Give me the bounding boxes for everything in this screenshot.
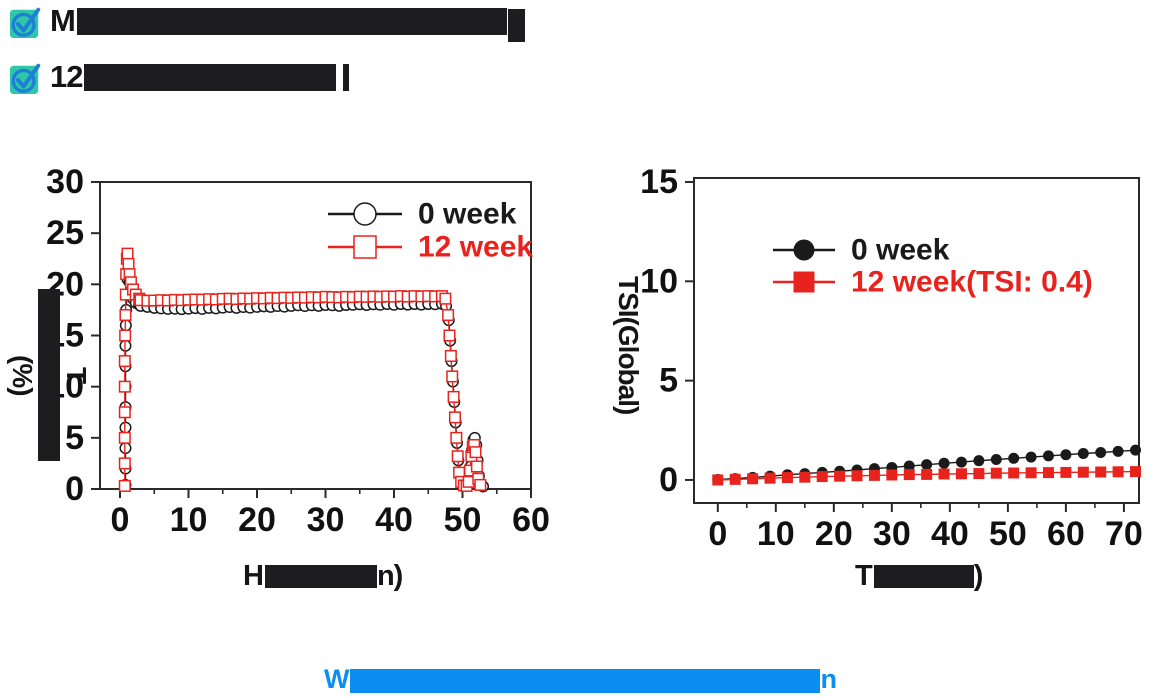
right-x-label-suffix: ) <box>973 560 984 592</box>
redacted-text-tail <box>343 64 350 91</box>
x-tick-label: 20 <box>238 501 276 539</box>
x-tick-label: 40 <box>931 515 969 553</box>
x-tick-label: 0 <box>111 501 130 539</box>
bullet-prefix: M <box>50 3 76 38</box>
redacted-text <box>873 565 974 588</box>
left-y-axis-label: T (%) <box>6 250 92 500</box>
right-y-label-text: TSI(Global) <box>613 275 644 415</box>
redacted-text <box>76 8 507 35</box>
x-tick-label: 40 <box>375 501 413 539</box>
y-tick-label: 0 <box>659 461 678 499</box>
x-tick-label: 30 <box>307 501 345 539</box>
y-tick-label: 15 <box>640 163 678 201</box>
series-12-week <box>118 247 487 492</box>
figure-caption: W n <box>324 664 837 695</box>
legend-label: 12 week(TSI: 0.4) <box>851 266 1093 299</box>
x-tick-label: 0 <box>708 515 727 553</box>
plot-frame <box>693 177 1140 504</box>
left-x-label-prefix: H <box>243 560 264 592</box>
check-icon <box>8 4 42 40</box>
y-tick-label: 25 <box>46 214 84 252</box>
redacted-text-tail <box>507 9 525 42</box>
redacted-text <box>264 565 377 588</box>
caption-prefix: W <box>324 664 350 694</box>
y-tick-label: 10 <box>640 262 678 300</box>
x-tick-label: 60 <box>1047 515 1085 553</box>
left-y-label-prefix: T <box>61 366 92 384</box>
y-tick-label: 0 <box>65 470 84 508</box>
bullet-line-1: M <box>8 4 525 42</box>
bullet-line-2: 12 <box>8 59 350 96</box>
x-tick-label: 20 <box>815 515 853 553</box>
left-x-label-suffix: n) <box>376 560 403 592</box>
redacted-text <box>84 64 337 91</box>
axes-ticks: 0 10 20 30 40 50 60 70 0 5 10 15 <box>640 163 1143 553</box>
x-tick-label: 60 <box>512 501 550 539</box>
left-x-axis-label: H n) <box>243 560 403 593</box>
legend-label: 12 week <box>418 231 533 264</box>
y-tick-label: 30 <box>46 163 84 201</box>
x-tick-label: 30 <box>873 515 911 553</box>
right-x-label-prefix: T <box>855 560 873 592</box>
bullet-prefix: 12 <box>50 59 83 94</box>
check-icon <box>8 60 42 96</box>
x-tick-label: 10 <box>757 515 795 553</box>
x-tick-label: 70 <box>1105 515 1143 553</box>
series-12-week-tsi-0-4- <box>712 466 1142 486</box>
right-x-axis-label: T ) <box>855 560 984 593</box>
y-tick-label: 5 <box>65 419 84 457</box>
legend-label: 0 week <box>851 234 950 267</box>
redacted-caption <box>350 668 821 693</box>
x-tick-label: 10 <box>170 501 208 539</box>
legend-label: 0 week <box>418 198 517 231</box>
x-tick-label: 50 <box>444 501 482 539</box>
y-tick-label: 5 <box>659 362 678 400</box>
left-y-label-suffix: (%) <box>7 354 38 396</box>
right-y-axis-label: TSI(Global) <box>612 255 644 435</box>
redacted-text <box>38 289 60 461</box>
caption-suffix: n <box>820 664 836 694</box>
x-tick-label: 50 <box>989 515 1027 553</box>
